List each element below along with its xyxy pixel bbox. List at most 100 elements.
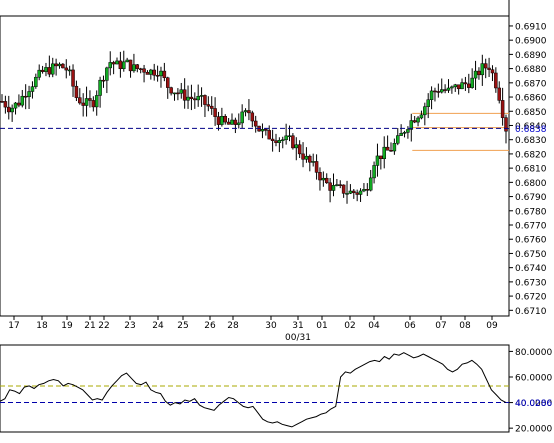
candle-down: [0, 101, 4, 103]
x-tick-label: 17: [8, 321, 19, 331]
candle-down: [270, 138, 275, 141]
y-tick-label: 0.6870: [515, 79, 547, 89]
x-tick-label: 23: [124, 321, 135, 331]
x-tick-label: 25: [177, 321, 188, 331]
candle-down: [74, 85, 79, 98]
candle-down: [250, 112, 255, 122]
candle-up: [358, 190, 363, 195]
candle-down: [412, 120, 417, 123]
candle-down: [206, 104, 211, 107]
candle-down: [78, 97, 82, 104]
candle-up: [446, 87, 451, 91]
candle-down: [352, 190, 356, 193]
candle-down: [155, 75, 160, 77]
x-tick-label: 31: [292, 321, 303, 331]
candle-down: [456, 84, 461, 90]
candle-down: [487, 67, 491, 70]
candle-up: [473, 70, 478, 79]
candle-up: [220, 116, 224, 125]
candle-down: [477, 70, 481, 76]
candle-down: [91, 100, 96, 108]
candle-down: [338, 184, 343, 186]
candle-up: [20, 95, 25, 106]
candle-up: [294, 144, 299, 149]
x-tick-label: 30: [265, 321, 277, 331]
candle-up: [94, 95, 99, 108]
candle-up: [321, 177, 326, 181]
candle-up: [108, 62, 112, 69]
candle-up: [392, 143, 397, 152]
candle-up: [396, 135, 400, 144]
y-tick-label: 0.6800: [515, 179, 547, 189]
candle-up: [304, 155, 309, 160]
candle-up: [240, 111, 244, 124]
candle-down: [135, 64, 140, 69]
candle-up: [57, 63, 62, 67]
ind-y-tick-label: 80.0000: [515, 348, 552, 358]
candle-down: [355, 192, 359, 195]
candle-up: [402, 132, 407, 134]
candle-up: [382, 146, 386, 160]
candle-down: [40, 69, 45, 72]
candle-up: [125, 59, 129, 63]
x-tick-label: 28: [227, 321, 239, 331]
candle-up: [44, 67, 48, 72]
candle-up: [450, 86, 454, 89]
candle-up: [260, 129, 265, 132]
y-tick-label: 0.6880: [515, 65, 547, 75]
candle-down: [47, 67, 52, 75]
candle-down: [443, 89, 447, 91]
x-tick-label: 01: [316, 321, 327, 331]
candle-up: [348, 190, 353, 194]
y-tick-label: 0.6830: [515, 136, 547, 146]
candle-down: [3, 101, 8, 108]
candle-down: [274, 140, 278, 143]
candle-up: [10, 107, 14, 113]
y-tick-label: 0.6780: [515, 207, 547, 217]
candle-down: [301, 153, 305, 160]
candle-down: [203, 95, 207, 105]
candle-down: [145, 71, 150, 75]
candle-down: [433, 90, 437, 93]
ind-current-label: 40.0286: [515, 399, 552, 409]
y-tick-label: 0.6720: [515, 293, 547, 303]
candle-up: [470, 77, 474, 88]
candle-down: [23, 95, 28, 98]
x-tick-label: 19: [61, 321, 73, 331]
candle-up: [399, 132, 403, 136]
candle-down: [297, 144, 302, 155]
candle-down: [483, 63, 488, 69]
candle-up: [98, 79, 102, 96]
candle-up: [311, 161, 315, 163]
candle-up: [419, 114, 424, 119]
x-tick-label: 18: [36, 321, 48, 331]
candle-down: [128, 59, 133, 72]
candle-up: [426, 99, 430, 107]
candle-up: [439, 89, 444, 93]
candle-down: [389, 150, 393, 152]
candle-up: [186, 96, 190, 101]
price-chart: 0.6710 0.6720 0.6730 0.6740 0.6750 0.6760 0.67…: [0, 0, 547, 343]
candle-down: [213, 108, 217, 117]
candle-down: [169, 87, 173, 94]
x-tick-label: 26: [204, 321, 216, 331]
y-tick-label: 0.6810: [515, 165, 547, 175]
candle-up: [372, 165, 376, 179]
candle-down: [365, 189, 370, 191]
candle-down: [216, 116, 221, 125]
candle-down: [223, 116, 227, 123]
candle-up: [375, 155, 380, 166]
candle-up: [199, 95, 204, 97]
candle-up: [27, 91, 31, 98]
candle-up: [230, 119, 234, 125]
y-tick-label: 0.6850: [515, 108, 547, 118]
candle-down: [182, 89, 187, 101]
candle-up: [335, 184, 339, 186]
candle-down: [291, 135, 295, 149]
candle-down: [500, 100, 505, 118]
candle-down: [162, 70, 167, 78]
y-tick-label: 0.6790: [515, 193, 547, 203]
candle-down: [165, 77, 170, 88]
candle-up: [460, 82, 464, 90]
